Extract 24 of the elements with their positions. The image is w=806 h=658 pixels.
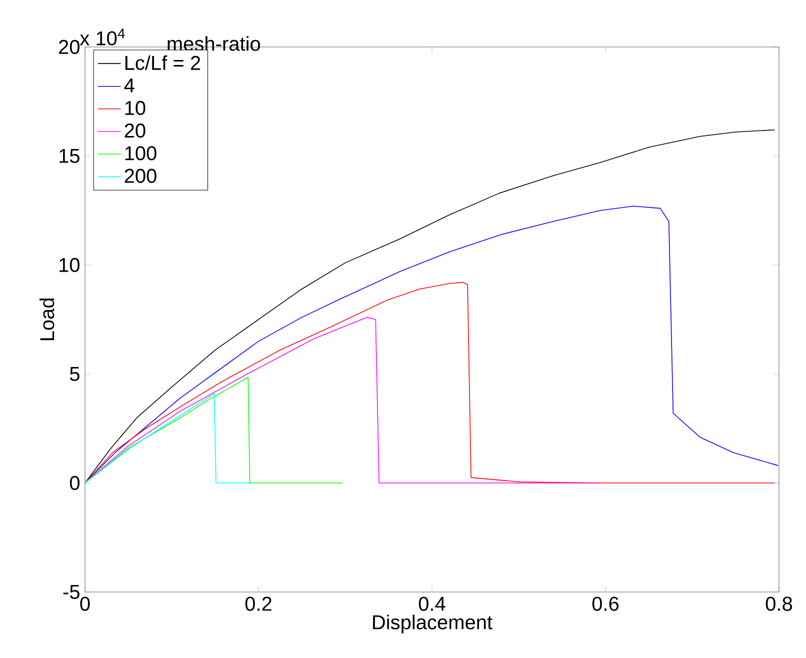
legend-label: 100: [125, 146, 156, 160]
line-series: [84, 282, 776, 484]
x-tick-label: 0.6: [592, 596, 619, 611]
x-axis-title: Displacement: [373, 614, 492, 634]
line-series: [84, 393, 250, 484]
y-tick-label: 20: [59, 40, 80, 54]
y-axis-title: Load: [40, 298, 54, 340]
legend-title: mesh-ratio: [168, 36, 260, 51]
x-tick-label: 0: [80, 596, 90, 611]
y-tick-label: 5: [70, 367, 80, 381]
y-tick-label: 10: [60, 258, 80, 272]
y-tick-label: 0: [70, 476, 80, 490]
legend-label: 20: [124, 124, 146, 138]
legend-label: 10: [125, 100, 146, 116]
legend-label: 200: [124, 168, 156, 183]
text: x 10$^{4}$: [80, 28, 125, 46]
x-tick-label: 0.8: [766, 596, 792, 611]
legend-label: Lc/Lf = 2: [125, 55, 200, 70]
y-tick-label: -5: [63, 585, 80, 599]
x-tick-label: 0.4: [418, 596, 446, 611]
legend-label: 4: [124, 78, 134, 92]
x-tick-label: 0.2: [245, 596, 272, 611]
line-series: [84, 316, 601, 484]
y-tick-label: 15: [60, 149, 80, 163]
